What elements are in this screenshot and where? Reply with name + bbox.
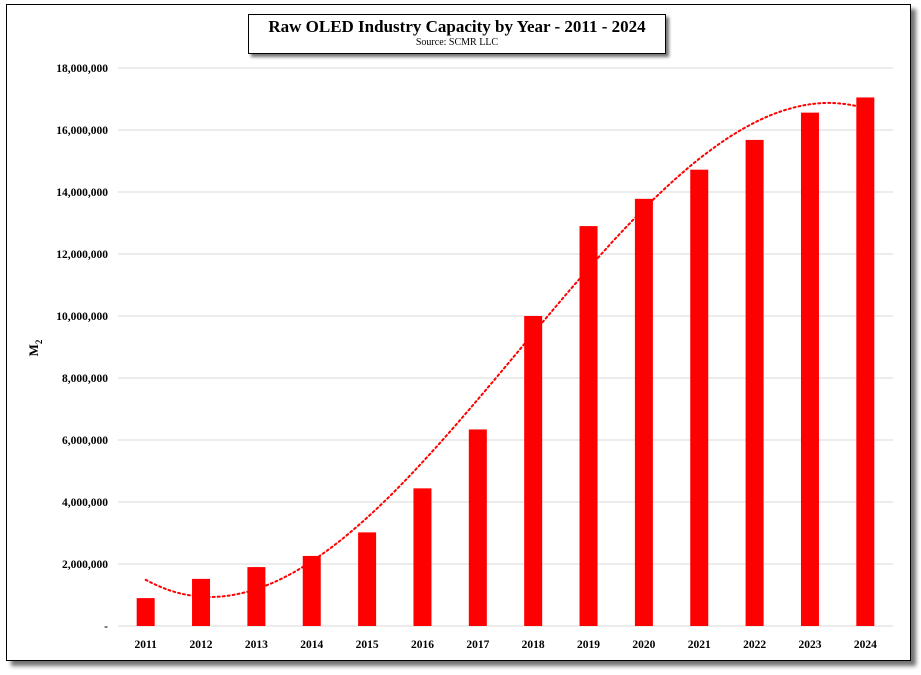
- bar: [192, 578, 211, 626]
- bar: [468, 429, 487, 626]
- x-tick-label: 2013: [245, 639, 268, 651]
- bars: [136, 97, 875, 627]
- y-tick-label: 6,000,000: [62, 435, 108, 447]
- x-tick-label: 2014: [300, 639, 323, 651]
- y-tick-label: 18,000,000: [56, 63, 108, 75]
- bar: [413, 488, 432, 626]
- chart-subtitle: Source: SCMR LLC: [415, 37, 499, 48]
- x-tick-label: 2024: [854, 639, 877, 651]
- x-tick-label: 2016: [411, 639, 434, 651]
- y-tick-label: -: [104, 621, 108, 633]
- bar: [690, 169, 709, 626]
- x-tick-label: 2022: [743, 639, 766, 651]
- x-tick-label: 2021: [688, 639, 711, 651]
- y-tick-label: 4,000,000: [62, 497, 108, 509]
- y-axis-label-main: M: [26, 344, 41, 356]
- bar: [579, 226, 598, 626]
- bar: [800, 112, 819, 626]
- y-tick-label: 2,000,000: [62, 559, 108, 571]
- bar: [302, 555, 321, 626]
- y-tick-label: 12,000,000: [56, 249, 108, 261]
- y-tick-label: 10,000,000: [56, 311, 108, 323]
- chart-title: Raw OLED Industry Capacity by Year - 201…: [268, 17, 646, 36]
- x-tick-label: 2020: [632, 639, 655, 651]
- x-tick-label: 2017: [466, 639, 489, 651]
- trendline-path: [144, 101, 867, 599]
- x-tick-label: 2019: [577, 639, 600, 651]
- bar: [247, 567, 266, 626]
- bar: [856, 97, 875, 626]
- y-tick-label: 16,000,000: [56, 125, 108, 137]
- bar: [358, 532, 377, 626]
- x-tick-labels: 2011 2012 2013 2014 2015 2016 2017 2018 2019 2020…: [134, 639, 877, 651]
- x-tick-label: 2011: [134, 639, 157, 651]
- x-tick-label: 2018: [522, 639, 545, 651]
- y-axis-label: M2: [26, 339, 44, 356]
- y-tick-label: 8,000,000: [62, 373, 108, 385]
- y-axis-label-subscript: 2: [34, 339, 44, 344]
- bar: [524, 316, 543, 626]
- x-tick-label: 2015: [356, 639, 379, 651]
- y-tick-label: 14,000,000: [56, 187, 108, 199]
- bar: [745, 139, 764, 627]
- y-tick-labels: - 2,000,000 4,000,000 6,000,000 8,000,000 10,…: [56, 63, 108, 633]
- gridlines: [118, 67, 893, 627]
- bar: [634, 198, 653, 626]
- x-tick-label: 2023: [798, 639, 821, 651]
- chart-title-box: Raw OLED Industry Capacity by Year - 201…: [248, 14, 666, 54]
- trendline: [144, 101, 867, 599]
- bar: [136, 598, 155, 626]
- x-tick-label: 2012: [190, 639, 213, 651]
